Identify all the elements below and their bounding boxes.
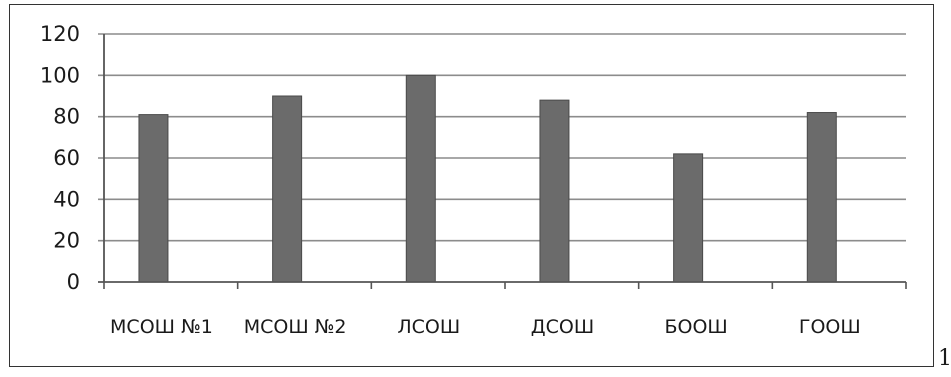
y-tick-label: 0	[67, 270, 80, 294]
page-number: 1	[938, 346, 951, 371]
y-tick-label: 20	[53, 229, 80, 253]
bar-4	[539, 99, 570, 283]
y-tick-label: 100	[40, 63, 80, 87]
bar-5	[673, 153, 704, 283]
x-category-label: МСОШ №1	[110, 316, 213, 338]
y-tick-label: 120	[40, 22, 80, 46]
y-tick-label: 60	[53, 146, 80, 170]
x-category-label: БООШ	[664, 316, 727, 338]
x-category-label: ДСОШ	[531, 316, 594, 338]
bar-2	[272, 95, 303, 283]
x-category-label: ГООШ	[799, 316, 861, 338]
x-category-label: МСОШ №2	[244, 316, 347, 338]
bar-1	[138, 114, 169, 283]
bar-3	[405, 74, 436, 283]
y-tick-label: 40	[53, 187, 80, 211]
y-tick-label: 80	[53, 105, 80, 129]
x-category-label: ЛСОШ	[397, 316, 460, 338]
bar-6	[806, 112, 837, 283]
